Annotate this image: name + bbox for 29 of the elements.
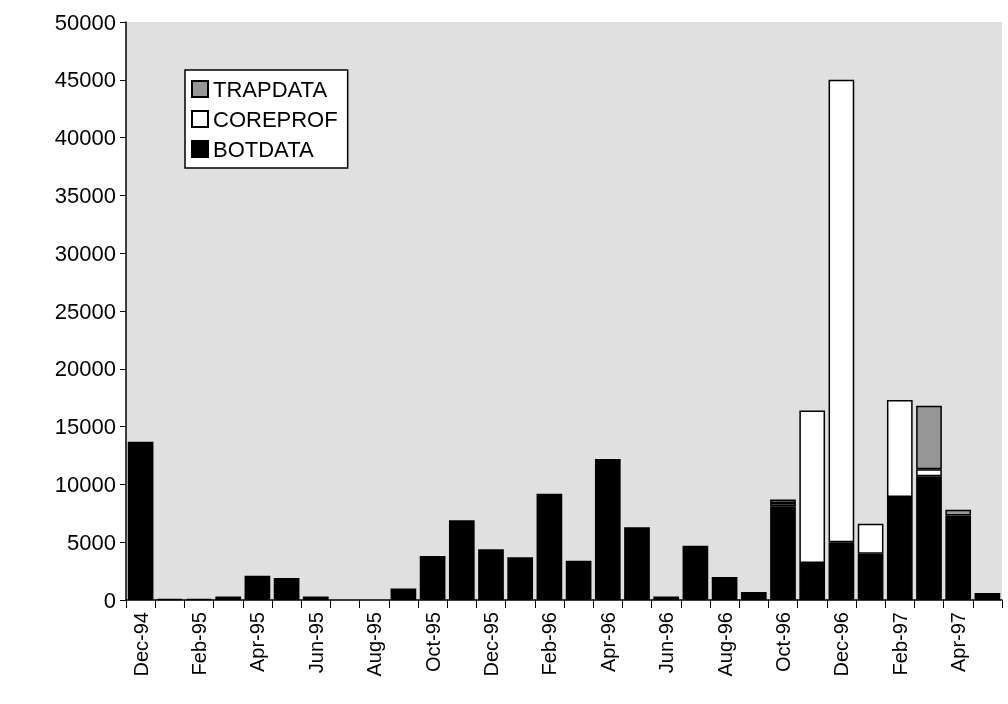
x-tick-label: Dec-96 — [830, 612, 853, 677]
x-tick-label: Dec-95 — [480, 612, 502, 677]
x-tick-label: Dec-94 — [129, 612, 152, 677]
x-tick-label: Apr-96 — [596, 612, 619, 673]
x-tick-label: Feb-95 — [188, 612, 210, 676]
legend-label: BOTDATA — [213, 136, 314, 162]
x-tick-label: Jun-95 — [304, 612, 327, 674]
y-tick-label: 30000 — [54, 240, 116, 266]
y-tick-label: 5000 — [67, 529, 116, 555]
x-tick-label: Feb-97 — [888, 612, 911, 676]
x-tick-label: Apr-97 — [947, 612, 970, 673]
y-tick-label: 20000 — [54, 356, 116, 382]
y-tick-label: 35000 — [54, 182, 116, 208]
legend-label: COREPROF — [213, 106, 338, 132]
x-tick-label: Oct-95 — [421, 612, 444, 673]
y-tick-label: 45000 — [54, 67, 116, 93]
x-tick-label: Aug-96 — [713, 612, 736, 677]
x-tick-label: Feb-96 — [538, 612, 561, 676]
y-tick-label: 15000 — [54, 414, 116, 440]
legend-label: TRAPDATA — [213, 76, 328, 102]
y-tick-label: 40000 — [54, 125, 116, 151]
y-tick-label: 25000 — [54, 298, 116, 324]
x-tick-label: Jun-96 — [655, 612, 678, 674]
y-tick-label: 10000 — [54, 471, 116, 497]
x-tick-label: Apr-95 — [246, 612, 269, 673]
x-tick-label: Oct-96 — [772, 612, 794, 673]
y-tick-label: 0 — [103, 587, 116, 613]
x-tick-label: Aug-95 — [363, 612, 386, 677]
y-tick-label: 50000 — [54, 9, 116, 35]
